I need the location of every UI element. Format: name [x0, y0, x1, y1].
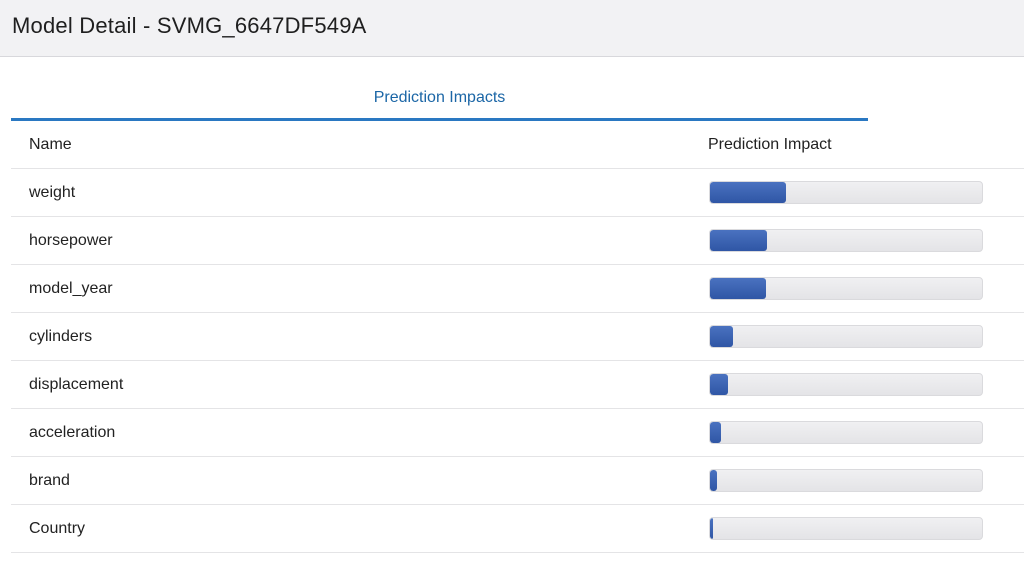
impact-bar-fill: [710, 326, 734, 347]
column-header-name[interactable]: Name: [29, 136, 72, 153]
impact-bar-fill: [710, 374, 728, 395]
table-row[interactable]: acceleration: [11, 409, 1024, 457]
impact-bar-track: [709, 373, 983, 396]
feature-name: horsepower: [29, 232, 113, 249]
column-header-prediction-impact[interactable]: Prediction Impact: [708, 136, 832, 153]
header-bar: Model Detail - SVMG_6647DF549A: [0, 0, 1024, 57]
table-row[interactable]: weight: [11, 169, 1024, 217]
table-body: weight horsepower model_year cylinders displ…: [11, 169, 1024, 553]
active-tab-indicator: [11, 118, 868, 121]
table-row[interactable]: model_year: [11, 265, 1024, 313]
page-title: Model Detail - SVMG_6647DF549A: [12, 13, 367, 38]
tab-prediction-impacts[interactable]: Prediction Impacts: [373, 89, 506, 106]
table-row[interactable]: brand: [11, 457, 1024, 505]
impact-bar-track: [709, 325, 983, 348]
table-row[interactable]: displacement: [11, 361, 1024, 409]
impact-bar-fill: [710, 182, 787, 203]
feature-name: cylinders: [29, 328, 93, 345]
impact-bar-track: [709, 277, 983, 300]
impact-bar-track: [709, 469, 983, 492]
impact-bar-track: [709, 421, 983, 444]
feature-name: acceleration: [29, 424, 116, 441]
impact-bar-fill: [710, 518, 714, 539]
table-row[interactable]: horsepower: [11, 217, 1024, 265]
impact-bar-fill: [710, 230, 768, 251]
table-row[interactable]: Country: [11, 505, 1024, 553]
impact-bar-track: [709, 229, 983, 252]
table-row[interactable]: cylinders: [11, 313, 1024, 361]
impact-bar-track: [709, 181, 983, 204]
feature-name: model_year: [29, 280, 113, 297]
prediction-impacts-table: Name Prediction Impact weight horsepower m…: [11, 121, 1024, 553]
tab-strip: Prediction Impacts: [11, 84, 868, 121]
feature-name: displacement: [29, 376, 124, 393]
impact-bar-track: [709, 517, 983, 540]
feature-name: Country: [29, 520, 86, 537]
impact-bar-fill: [710, 278, 766, 299]
feature-name: brand: [29, 472, 70, 489]
impact-bar-fill: [710, 422, 721, 443]
impact-bar-fill: [710, 470, 717, 491]
feature-name: weight: [29, 184, 76, 201]
table-header: Name Prediction Impact: [11, 121, 1024, 169]
